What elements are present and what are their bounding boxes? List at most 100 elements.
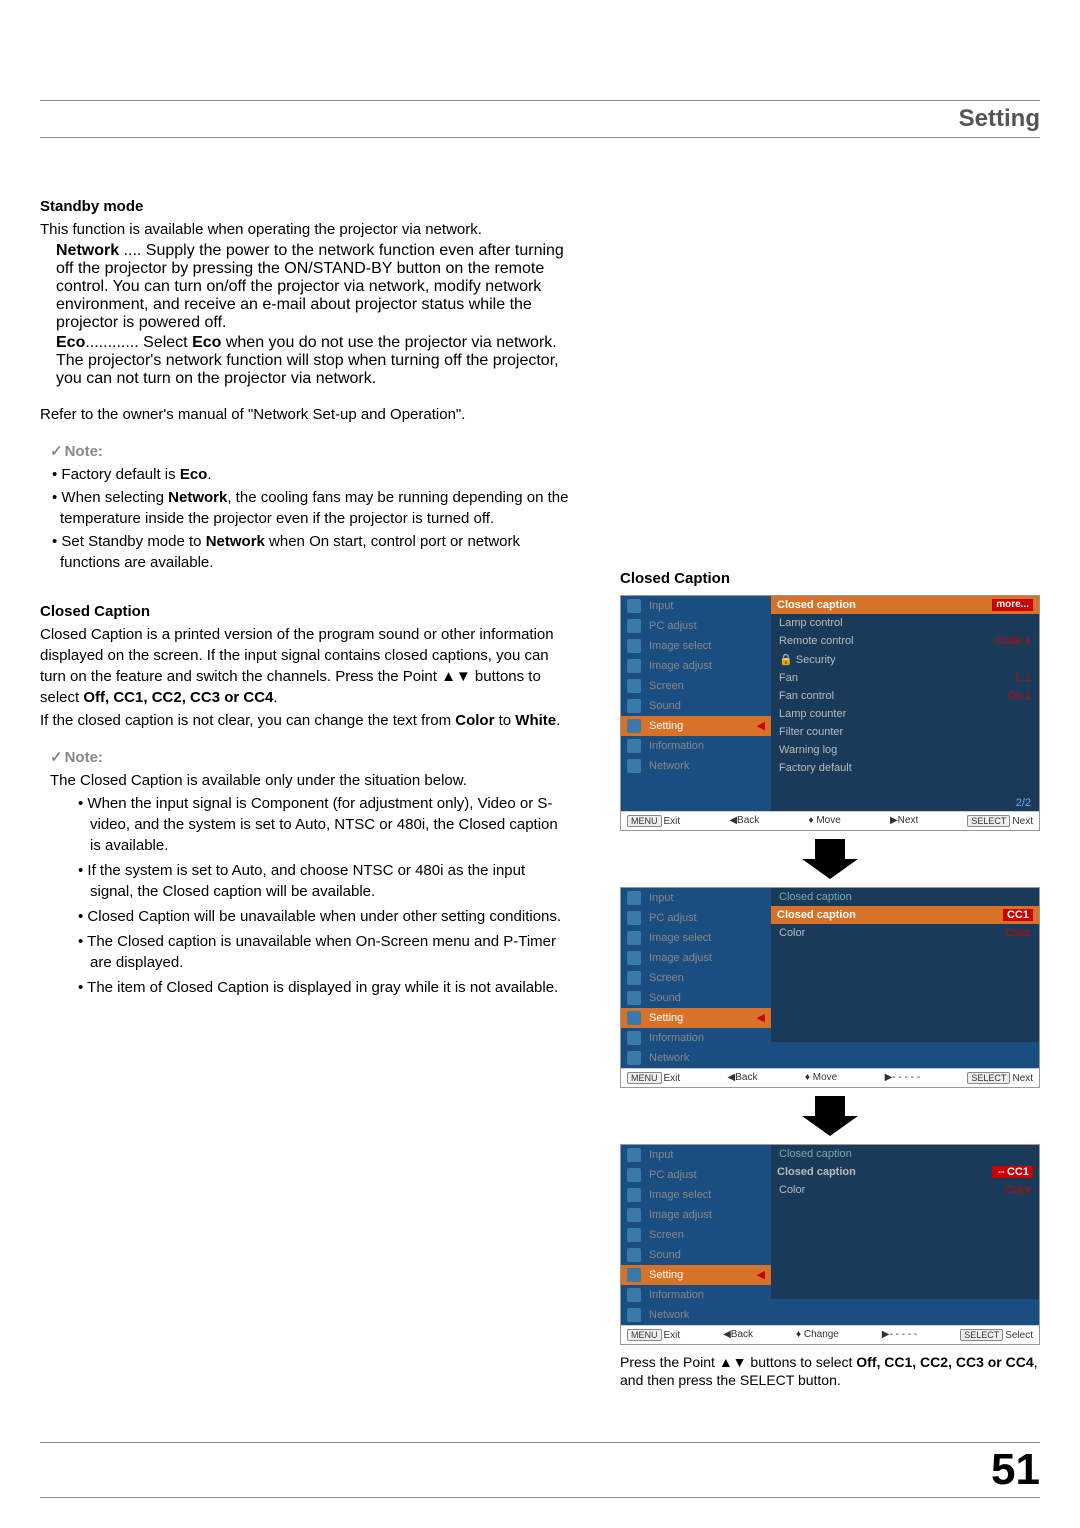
menu-item-label: Input	[649, 892, 673, 904]
menu-icon	[627, 699, 641, 713]
standby-network-def: Network .... Supply the power to the net…	[56, 242, 570, 332]
menu-item-information: Information	[621, 1028, 771, 1048]
note2-intro: The Closed Caption is available only und…	[50, 770, 570, 791]
menu-item-label: Network	[649, 760, 689, 772]
menu-item-label: Screen	[649, 680, 684, 692]
menu-item-screen: Screen	[621, 1225, 771, 1245]
menu-icon	[627, 991, 641, 1005]
cc-heading: Closed Caption	[40, 603, 570, 620]
page-header: Setting	[40, 100, 1040, 138]
menu-item-label: Sound	[649, 700, 681, 712]
menu-item-network: Network	[621, 756, 771, 776]
menu-icon	[627, 1288, 641, 1302]
menu-item-image-adjust: Image adjust	[621, 948, 771, 968]
menu-icon	[627, 759, 641, 773]
select-key: SELECT	[967, 815, 1010, 827]
menu-icon	[627, 679, 641, 693]
menu1-row: Filter counter	[771, 723, 1039, 741]
menu-item-label: PC adjust	[649, 1169, 697, 1181]
cc-p1: Closed Caption is a printed version of t…	[40, 624, 570, 708]
menu1-row: FanL 1	[771, 669, 1039, 687]
menu-icon	[627, 659, 641, 673]
right-heading: Closed Caption	[620, 568, 1040, 589]
menu1-row: Remote controlCode 1	[771, 632, 1039, 650]
menu2-val: CC1	[1003, 909, 1033, 921]
menu-icon	[627, 1228, 641, 1242]
menu-item-sound: Sound	[621, 696, 771, 716]
menu-icon	[627, 1208, 641, 1222]
menu-icon	[627, 719, 641, 733]
menu1-left: InputPC adjustImage selectImage adjustSc…	[621, 596, 771, 776]
menu-item-setting: Setting ◀	[621, 1008, 771, 1028]
menu2-left: Input PC adjust Image selectImage adjust Sc…	[621, 888, 771, 1068]
menu-item-label: Input	[649, 1149, 673, 1161]
menu1-row: Warning log	[771, 741, 1039, 759]
menu-item-input: Input	[621, 596, 771, 616]
menu-icon	[627, 1308, 641, 1322]
menu-item-label: Setting	[649, 720, 683, 732]
menu-item-label: Screen	[649, 1229, 684, 1241]
menu-item-setting: Setting ◀	[621, 716, 771, 736]
menu-icon	[627, 1268, 641, 1282]
menu-icon	[627, 1188, 641, 1202]
menu-icon	[627, 1051, 641, 1065]
note-2: Note: The Closed Caption is available on…	[50, 747, 570, 998]
menu-item-image-select: Image select	[621, 1185, 771, 1205]
dots: ....	[119, 242, 146, 259]
note2-b4: • The Closed caption is unavailable when…	[50, 931, 570, 973]
menu-item-image-select: Image select	[621, 928, 771, 948]
menu-item-label: Sound	[649, 992, 681, 1004]
menu3-row2: ColorColor	[771, 1181, 1039, 1199]
left-column: Standby mode This function is available …	[40, 198, 570, 1002]
page-number: 51	[40, 1442, 1040, 1498]
menu-item-label: Information	[649, 1032, 704, 1044]
menu-item-pc-adjust: PC adjust	[621, 908, 771, 928]
note1-b1: • Factory default is Eco.	[50, 464, 570, 485]
menu-icon	[627, 739, 641, 753]
menu-icon	[627, 639, 641, 653]
menu-item-label: PC adjust	[649, 620, 697, 632]
menu3-footer: MENUExit ◀Back ♦ Change ▶- - - - - SELEC…	[621, 1325, 1039, 1344]
menu3-val: ⇔CC1	[992, 1166, 1033, 1178]
menu-item-sound: Sound	[621, 1245, 771, 1265]
note1-title: Note:	[50, 441, 570, 462]
menu-icon	[627, 891, 641, 905]
menu-icon	[627, 599, 641, 613]
menu1-row: Fan controlOn 1	[771, 687, 1039, 705]
menu2-right: Closed caption Closed captionCC1 ColorCo…	[771, 888, 1039, 1042]
menu-item-label: Input	[649, 600, 673, 612]
menu-icon	[627, 1248, 641, 1262]
eco-term: Eco	[56, 334, 85, 351]
menu-screenshot-2: Input PC adjust Image selectImage adjust Sc…	[620, 887, 1040, 1088]
menu3-left: Input PC adjust Image select Image adjust Sc…	[621, 1145, 771, 1325]
menu-item-label: Screen	[649, 972, 684, 984]
menu1-page: 2/2	[771, 777, 1039, 811]
menu-item-screen: Screen	[621, 968, 771, 988]
note2-b5: • The item of Closed Caption is displaye…	[50, 977, 570, 998]
menu-item-label: PC adjust	[649, 912, 697, 924]
menu1-row: Lamp control	[771, 614, 1039, 632]
note2-title: Note:	[50, 747, 570, 768]
arrow-down-icon	[620, 839, 1040, 879]
network-term: Network	[56, 242, 119, 259]
menu3-right: Closed caption Closed caption⇔CC1 ColorC…	[771, 1145, 1039, 1299]
menu-item-pc-adjust: PC adjust	[621, 1165, 771, 1185]
menu-item-image-select: Image select	[621, 636, 771, 656]
right-caption: Press the Point ▲▼ buttons to select Off…	[620, 1353, 1040, 1389]
cc-p2: If the closed caption is not clear, you …	[40, 710, 570, 731]
more-badge: more...	[992, 599, 1033, 611]
menu-item-pc-adjust: PC adjust	[621, 616, 771, 636]
menu-item-label: Image select	[649, 640, 711, 652]
menu-item-image-adjust: Image adjust	[621, 1205, 771, 1225]
menu-item-label: Setting	[649, 1012, 683, 1024]
menu1-hdr: Closed captionmore...	[771, 596, 1039, 614]
menu-icon	[627, 1148, 641, 1162]
menu-item-label: Network	[649, 1309, 689, 1321]
note2-b3: • Closed Caption will be unavailable whe…	[50, 906, 570, 927]
menu2-sub: Closed caption	[771, 888, 1039, 906]
menu2-row2: ColorColor	[771, 924, 1039, 942]
menu2-footer: MENUExit ◀Back ♦ Move ▶- - - - - SELECTN…	[621, 1068, 1039, 1087]
menu-item-label: Image select	[649, 1189, 711, 1201]
menu1-row: Factory default	[771, 759, 1039, 777]
menu-item-input: Input	[621, 1145, 771, 1165]
